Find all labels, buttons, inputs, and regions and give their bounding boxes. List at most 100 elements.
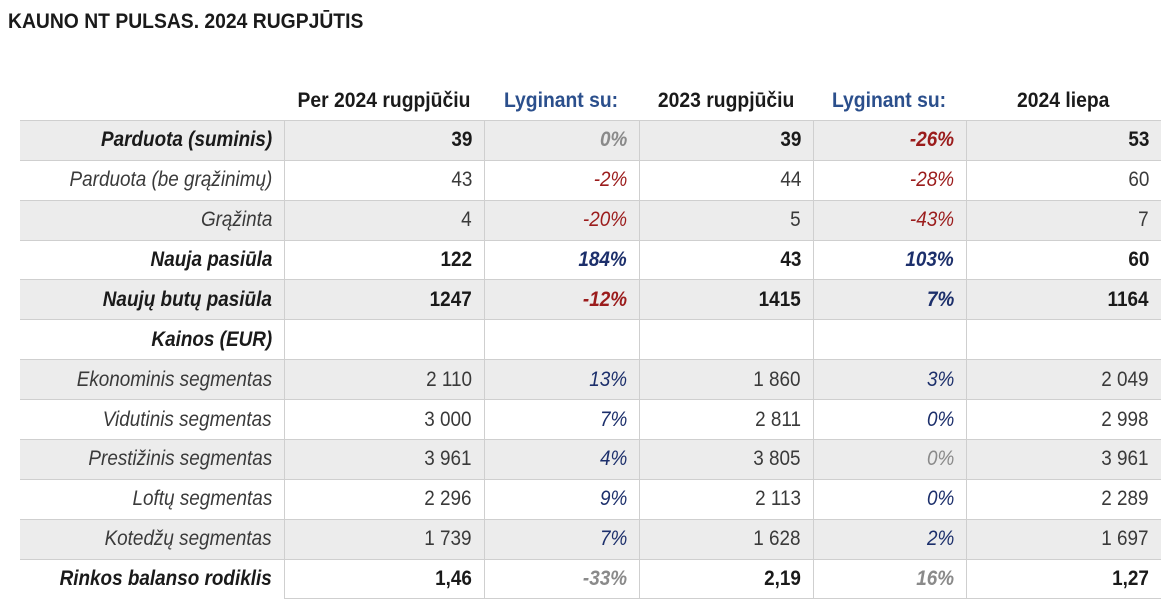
value-previous-month-text: 1164 (1107, 287, 1149, 311)
row-label-text: Nauja pasiūla (150, 248, 272, 271)
change-vs-prev-year: 13% (484, 359, 639, 400)
change-vs-prev-year: -33% (484, 558, 639, 599)
value-current: 1 739 (284, 518, 484, 559)
value-previous-year-text: 3 805 (753, 447, 801, 471)
value-previous-month (966, 319, 1161, 360)
value-previous-year: 43 (639, 239, 813, 280)
change-vs-prev-month-text: 16% (916, 566, 954, 590)
value-current-text: 3 961 (424, 447, 472, 471)
value-current (284, 319, 484, 360)
value-previous-month: 60 (966, 239, 1161, 280)
header-current-period: Per 2024 rugpjūčiu (297, 89, 471, 112)
value-current: 1247 (284, 279, 484, 320)
change-vs-prev-month-text: 2% (926, 527, 954, 551)
value-previous-year-text: 44 (779, 168, 801, 192)
row-label-text: Ekonominis segmentas (76, 367, 272, 391)
value-current-text: 1247 (429, 287, 472, 311)
value-previous-month: 1,27 (966, 558, 1161, 599)
change-vs-prev-month: 3% (813, 359, 966, 400)
header-compare-1: Lyginant su: (504, 89, 619, 112)
value-previous-year: 2 113 (639, 478, 813, 519)
row-label: Naujų butų pasiūla (20, 279, 284, 320)
header-blank (20, 80, 284, 122)
value-current-text: 1 739 (424, 527, 472, 551)
value-previous-month: 1 697 (966, 518, 1161, 559)
value-previous-month-text: 60 (1127, 168, 1149, 192)
value-previous-year-text: 1415 (758, 287, 801, 311)
value-previous-month-text: 2 289 (1101, 487, 1149, 511)
change-vs-prev-month-text: 0% (926, 407, 954, 431)
row-label-text: Kainos (EUR) (151, 327, 272, 351)
change-vs-prev-month (813, 319, 966, 360)
value-current-text: 3 000 (424, 407, 472, 431)
change-vs-prev-year-text: 13% (589, 367, 627, 391)
value-previous-month-text: 53 (1127, 128, 1149, 152)
header-previous-year: 2023 rugpjūčiu (657, 89, 795, 112)
value-previous-month: 2 289 (966, 478, 1161, 519)
value-previous-month-text: 7 (1138, 208, 1149, 232)
data-table: Per 2024 rugpjūčiu Lyginant su: 2023 rug… (20, 80, 1161, 599)
value-previous-year: 44 (639, 159, 813, 200)
change-vs-prev-year-text: 4% (599, 447, 627, 471)
value-previous-year-text: 1 860 (753, 367, 801, 391)
change-vs-prev-month-text: -43% (909, 208, 954, 232)
change-vs-prev-month-text: 7% (926, 287, 954, 311)
value-previous-month-text: 1,27 (1112, 566, 1149, 590)
change-vs-prev-year-text: 7% (599, 527, 627, 551)
value-previous-month-text: 3 961 (1101, 447, 1149, 471)
value-previous-year: 39 (639, 119, 813, 160)
value-current-text: 43 (450, 168, 472, 192)
change-vs-prev-year-text: 9% (599, 487, 627, 511)
value-current: 43 (284, 159, 484, 200)
value-current: 3 961 (284, 439, 484, 479)
value-previous-month: 2 049 (966, 359, 1161, 400)
row-label: Grąžinta (20, 199, 284, 240)
change-vs-prev-year-text: -20% (582, 208, 627, 232)
change-vs-prev-month: 2% (813, 518, 966, 559)
row-label-text: Parduota (suminis) (100, 128, 272, 152)
value-previous-year (639, 319, 813, 360)
row-label: Loftų segmentas (20, 478, 284, 519)
change-vs-prev-year: -12% (484, 279, 639, 320)
change-vs-prev-year-text: -33% (582, 566, 627, 590)
page-title: KAUNO NT PULSAS. 2024 RUGPJŪTIS (8, 10, 364, 33)
value-current: 3 000 (284, 399, 484, 440)
row-label-text: Grąžinta (200, 208, 272, 232)
value-current: 2 296 (284, 478, 484, 519)
value-previous-year-text: 2 811 (755, 407, 801, 431)
value-previous-month-text: 60 (1127, 248, 1149, 271)
change-vs-prev-year: 9% (484, 478, 639, 519)
row-label-text: Kotedžų segmentas (104, 527, 272, 551)
value-current-text: 122 (440, 248, 472, 271)
value-previous-year-text: 5 (790, 208, 801, 232)
change-vs-prev-year-text: -2% (593, 168, 627, 192)
change-vs-prev-year: -2% (484, 159, 639, 200)
row-label: Nauja pasiūla (20, 239, 284, 280)
change-vs-prev-year-text: -12% (582, 287, 627, 311)
change-vs-prev-year: 7% (484, 518, 639, 559)
change-vs-prev-month: -26% (813, 119, 966, 160)
change-vs-prev-month-text: 103% (905, 248, 954, 271)
row-label: Vidutinis segmentas (20, 399, 284, 439)
value-previous-month-text: 2 049 (1101, 367, 1149, 391)
value-previous-month: 3 961 (966, 439, 1161, 479)
change-vs-prev-month: 0% (813, 439, 966, 479)
row-label-text: Vidutinis segmentas (103, 407, 272, 431)
change-vs-prev-month-text: 0% (926, 487, 954, 511)
change-vs-prev-month: 0% (813, 478, 966, 519)
row-label: Rinkos balanso rodiklis (20, 558, 284, 599)
value-current: 39 (284, 119, 484, 160)
row-label-text: Loftų segmentas (132, 487, 272, 511)
value-previous-year-text: 2,19 (764, 566, 801, 590)
row-label: Prestižinis segmentas (20, 439, 284, 479)
header-compare-2: Lyginant su: (832, 89, 947, 112)
row-label: Kainos (EUR) (20, 319, 284, 359)
value-previous-year-text: 39 (779, 128, 801, 152)
change-vs-prev-month: 103% (813, 239, 966, 280)
value-previous-month-text: 2 998 (1101, 407, 1149, 431)
change-vs-prev-year: 0% (484, 119, 639, 160)
change-vs-prev-year-text: 7% (599, 407, 627, 431)
change-vs-prev-month-text: -26% (909, 128, 954, 152)
value-previous-month: 7 (966, 199, 1161, 240)
value-current-text: 4 (461, 208, 472, 232)
